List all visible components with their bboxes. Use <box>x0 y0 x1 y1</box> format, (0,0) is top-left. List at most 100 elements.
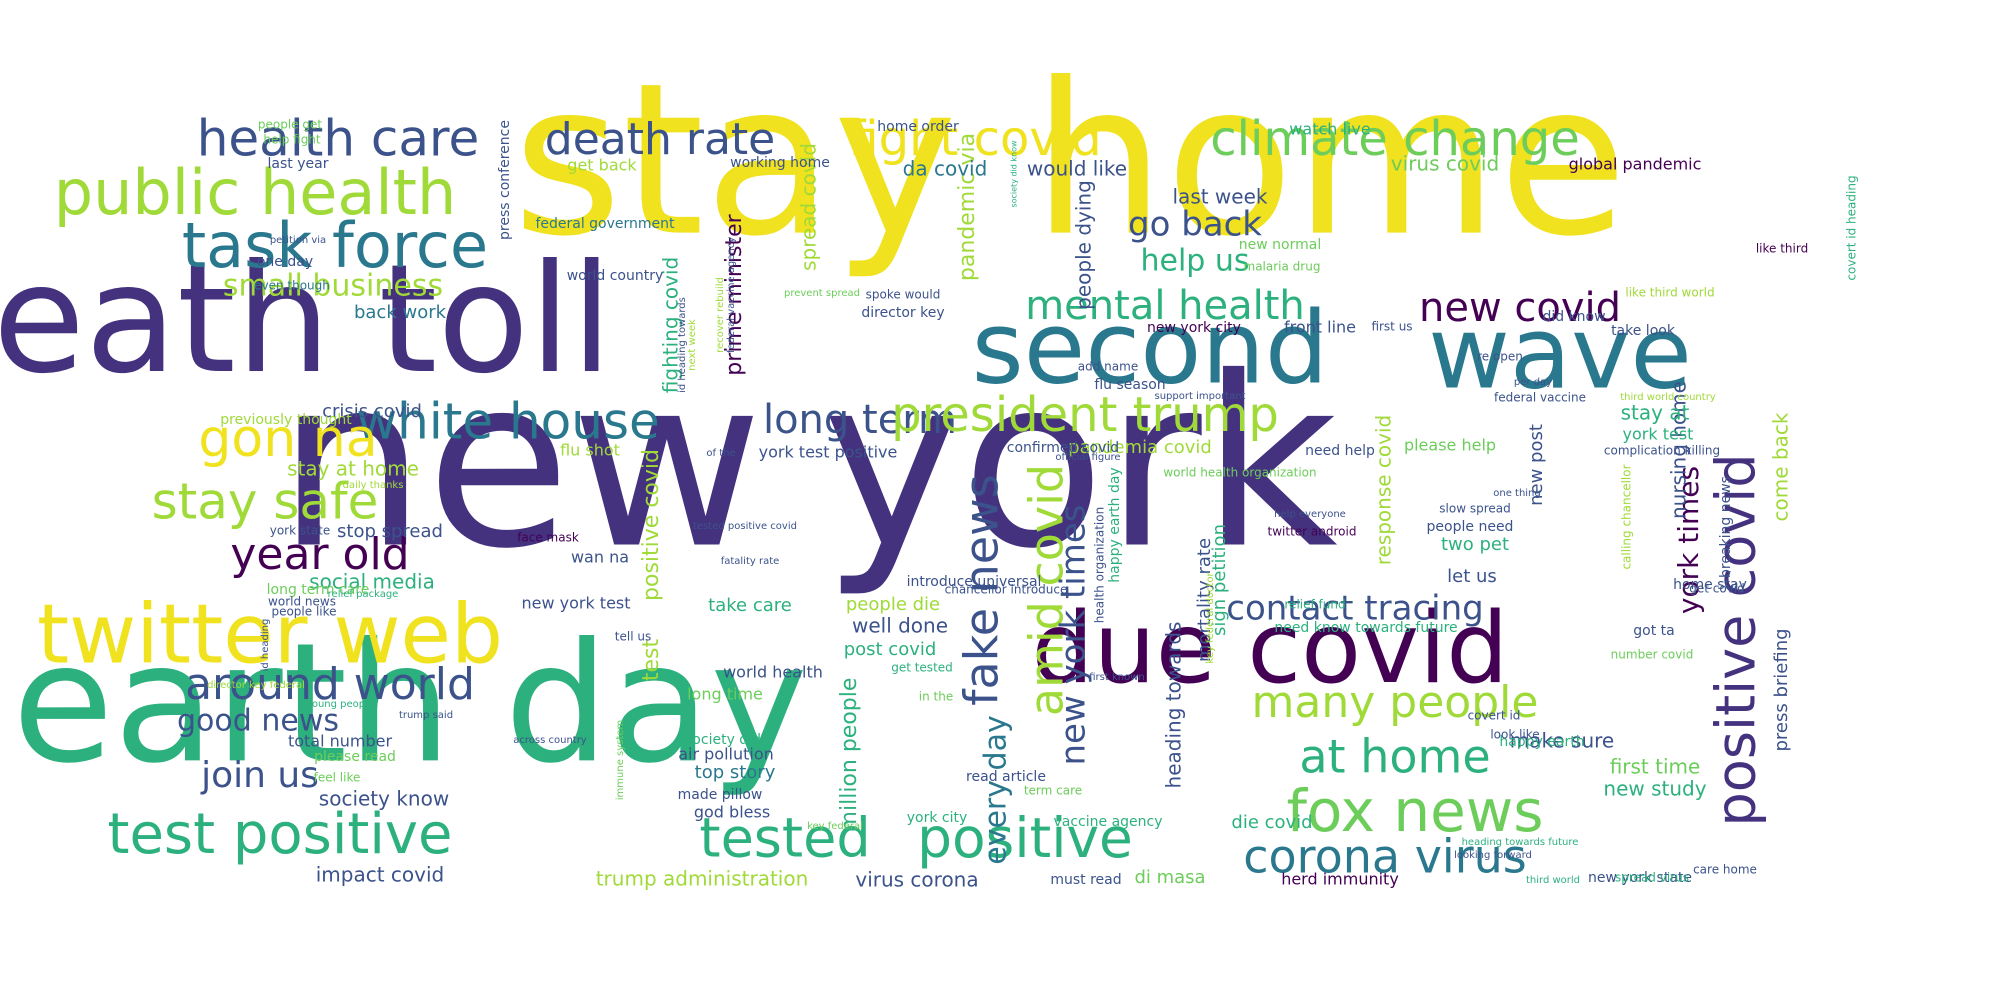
word-tested: tested <box>699 807 870 870</box>
word-fox-news: fox news <box>1287 777 1544 845</box>
word-get-covid: get covid <box>1689 582 1745 596</box>
word-federal-vaccine: federal vaccine <box>1494 391 1586 405</box>
word-contact-tracing: contact tracing <box>1226 589 1483 629</box>
word-number-covid: number covid <box>1611 648 1694 662</box>
word-looking-forward: looking forward <box>1454 850 1532 861</box>
word-long-time: long time <box>687 685 763 704</box>
word-stay-at: stay at <box>1621 401 1690 425</box>
word-happy-earth: happy earth <box>1499 734 1584 750</box>
word-come-back: come back <box>1769 412 1793 521</box>
word-new-york-test: new york test <box>521 594 630 613</box>
word-white-house: white house <box>356 393 660 451</box>
word-front-line: front line <box>1284 318 1356 337</box>
word-got-ta: got ta <box>1633 623 1674 639</box>
word-help-us: help us <box>1140 244 1249 279</box>
word-world-country: world country <box>567 268 664 284</box>
word-get-tested: get tested <box>891 661 953 675</box>
word-prevent-spread: prevent spread <box>784 288 860 299</box>
word-york-times: york times <box>1672 466 1705 614</box>
word-york-test-positive: york test positive <box>759 443 898 462</box>
word-introduce-universal: introduce universal <box>907 574 1042 590</box>
word-year-old: year old <box>230 529 409 580</box>
word-wave: wave <box>1428 294 1692 411</box>
word-society-know: society know <box>319 787 449 811</box>
word-test: test <box>639 639 664 682</box>
word-flu-season: flu season <box>1094 377 1165 393</box>
word-climate-change: climate change <box>1210 111 1580 167</box>
word-first-time: first time <box>1610 755 1701 779</box>
word-per-day: per day <box>1514 377 1552 388</box>
word-positive-covid: positive covid <box>639 449 664 601</box>
word-flu-shot: flu shot <box>560 441 620 460</box>
word-support-important: support important <box>1155 391 1246 402</box>
word-spread-covid: spread covid <box>797 143 821 271</box>
word-like-third: like third <box>1756 242 1808 256</box>
word-long-term: long term <box>763 397 957 443</box>
word-face-mask: face mask <box>517 531 579 545</box>
word-total-number: total number <box>288 732 393 751</box>
word-fake-news: fake news <box>955 474 1009 705</box>
word-look-like: look like <box>1490 728 1539 742</box>
word-young-people: young people <box>306 699 374 710</box>
word-god-bless: god bless <box>694 803 770 822</box>
word-fighting-covid: fighting covid <box>659 257 683 393</box>
word-last-week: last week <box>1173 185 1268 209</box>
word-herd-immunity: herd immunity <box>1281 870 1399 889</box>
word-happy-earth-day: happy earth day <box>1107 467 1123 582</box>
word-world-health-organization: world health organization <box>1163 466 1316 480</box>
word-must-read: must read <box>1050 872 1121 888</box>
word-sign-petition: sign petition <box>1209 524 1230 636</box>
word-around-world: around world <box>185 659 475 710</box>
word-new-york-state: new york state <box>1588 870 1692 886</box>
word-daily-thanks: daily thanks <box>343 480 404 491</box>
word-gon-na: gon na <box>198 409 377 469</box>
word-home: home <box>1032 38 1627 283</box>
word-please-help: please help <box>1404 436 1496 455</box>
word-petition-via: petition via <box>270 235 326 246</box>
word-would-like: would like <box>1027 157 1127 181</box>
word-one-day: one day <box>257 254 313 270</box>
word-home-order: home order <box>877 119 959 135</box>
word-fatality-rate: fatality rate <box>721 556 780 567</box>
word-vaccine-agency: vaccine agency <box>1053 814 1162 830</box>
word-pandemia-covid: pandemia covid <box>1068 437 1212 458</box>
word-twitter-android: twitter android <box>1268 525 1357 539</box>
word-earth-day: earth day <box>12 607 808 799</box>
word-immune-system: immune system <box>615 720 626 800</box>
word-air-pollution: air pollution <box>678 745 774 764</box>
word-health-care: health care <box>197 110 480 168</box>
word-read-article: read article <box>966 769 1046 785</box>
word-two-pet: two pet <box>1441 534 1509 555</box>
word-in-the: in the <box>919 690 953 704</box>
word-pandemic-via: pandemic via <box>955 133 980 281</box>
word-federal-government: federal government <box>535 216 675 232</box>
word-di-masa: di masa <box>1134 867 1205 888</box>
word-positive: positive <box>917 806 1133 870</box>
word-covert-id: covert id <box>1468 709 1521 723</box>
word-covert-id-heading: covert id heading <box>1845 175 1859 280</box>
word-need-help: need help <box>1305 443 1375 459</box>
word-working-home: working home <box>730 155 830 171</box>
word-health-organization: health organization <box>1093 507 1107 623</box>
word-relief-fund: relief fund <box>1284 598 1345 612</box>
word-test-positive: test positive <box>108 802 453 867</box>
word-well-done: well done <box>852 614 948 638</box>
word-corona-virus: corona virus <box>1243 830 1526 884</box>
word-crisis-covid: crisis covid <box>322 401 422 422</box>
word-wan-na: wan na <box>571 548 629 567</box>
word-die-covid: die covid <box>1231 812 1312 833</box>
word-malaria-drug: malaria drug <box>1244 260 1321 274</box>
word-death-rate: death rate <box>545 114 775 165</box>
word-slow-spread: slow spread <box>1439 502 1510 516</box>
word-third-world-country: third world country <box>1620 392 1716 403</box>
word-due-covid: due covid <box>1031 592 1508 706</box>
word-people-dying: people dying <box>1072 180 1096 310</box>
word-social-media: social media <box>309 570 435 594</box>
word-society-did: society did <box>685 732 761 748</box>
word-response-covid: response covid <box>1372 415 1396 566</box>
word-new-york-times: new york times <box>1054 504 1094 765</box>
word-trump-administration: trump administration <box>596 867 809 891</box>
word-good-news: good news <box>177 704 339 739</box>
word-positive-covid: positive covid <box>1705 454 1768 827</box>
